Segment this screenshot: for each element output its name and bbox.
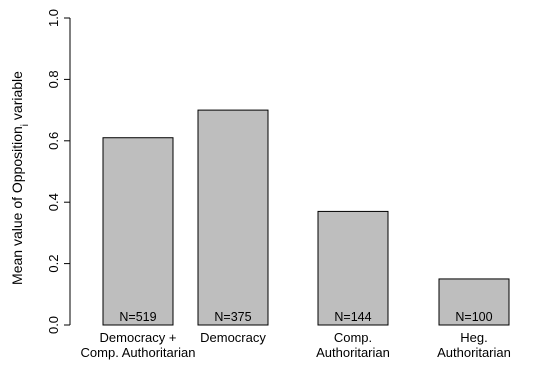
bar-n-label: N=519 <box>119 310 156 324</box>
x-category-label: Comp. Authoritarian <box>316 330 390 360</box>
y-axis: 0.0 0.2 0.4 0.6 0.8 1.0 <box>46 9 71 334</box>
y-tick-label: 0.4 <box>46 193 61 211</box>
bar-n-label: N=144 <box>334 310 371 324</box>
x-category-label: Democracy <box>200 330 266 345</box>
bar <box>197 109 269 326</box>
bar-n-label: N=100 <box>455 310 492 324</box>
y-tick-label: 0.8 <box>46 70 61 88</box>
bar <box>102 137 174 326</box>
y-tick-label: 0.2 <box>46 255 61 273</box>
y-tick-label: 1.0 <box>46 9 61 27</box>
bar-n-label: N=375 <box>214 310 251 324</box>
y-axis-title: Mean value of Oppositioni variable <box>9 71 31 285</box>
y-tick-label: 0.0 <box>46 316 61 334</box>
bar <box>438 278 510 326</box>
x-category-label: Democracy + Comp. Authoritarian <box>81 330 196 360</box>
bar <box>317 210 389 326</box>
x-axis-labels: Democracy + Comp. Authoritarian Democracy C… <box>81 330 511 360</box>
x-category-label: Heg. Authoritarian <box>437 330 511 360</box>
y-tick-label: 0.6 <box>46 132 61 150</box>
bars: N=519 N=375 N=144 N=100 <box>102 109 510 326</box>
